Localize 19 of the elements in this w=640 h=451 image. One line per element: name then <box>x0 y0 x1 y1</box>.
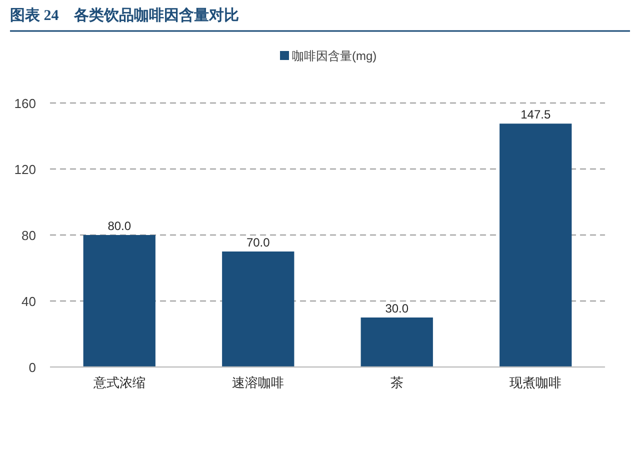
y-tick-label: 160 <box>14 96 36 111</box>
x-tick-label: 茶 <box>390 375 404 390</box>
y-tick-label: 40 <box>22 294 36 309</box>
legend-label: 咖啡因含量(mg) <box>292 49 377 63</box>
x-tick-label: 现煮咖啡 <box>510 375 562 390</box>
y-tick-label: 120 <box>14 162 36 177</box>
y-tick-label: 0 <box>28 360 36 375</box>
y-tick-label: 80 <box>22 228 36 243</box>
data-label: 80.0 <box>108 219 132 233</box>
data-label: 147.5 <box>520 108 551 122</box>
chart-title: 图表 24 各类饮品咖啡因含量对比 <box>10 7 239 24</box>
bar <box>500 124 572 367</box>
bar <box>83 235 156 367</box>
data-label: 70.0 <box>246 236 270 250</box>
x-tick-label: 意式浓缩 <box>92 375 146 390</box>
bar <box>360 318 433 367</box>
x-tick-label: 速溶咖啡 <box>232 375 284 390</box>
data-label: 30.0 <box>385 302 409 316</box>
bar <box>222 252 294 367</box>
